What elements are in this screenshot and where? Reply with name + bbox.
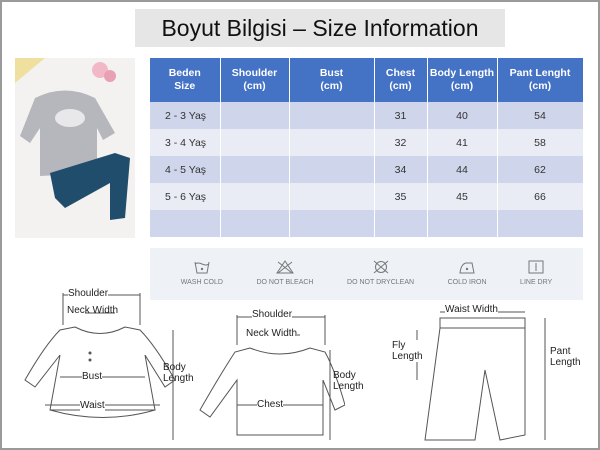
table-cell: 5 - 6 Yaş: [150, 183, 221, 210]
dress-diagram: [24, 293, 176, 440]
cold-iron-icon: [459, 262, 475, 274]
dress-waist-label: Waist: [80, 400, 105, 411]
care-instructions: WASH COLD DO NOT BLEACH DO NOT DRYCLEAN …: [150, 248, 583, 300]
care-do-not-bleach: DO NOT BLEACH: [256, 248, 314, 300]
table-cell: [427, 210, 498, 237]
table-cell: 41: [427, 129, 498, 156]
table-cell: 66: [497, 183, 584, 210]
dress-bust-label: Bust: [82, 371, 103, 382]
table-cell: [289, 210, 375, 237]
table-cell: 2 - 3 Yaş: [150, 102, 221, 129]
table-cell: [289, 183, 375, 210]
product-photo: [15, 58, 135, 238]
do-not-dryclean-icon: [373, 260, 388, 274]
header-bust: Bust (cm): [289, 58, 375, 102]
table-cell: [374, 210, 428, 237]
shirt-chest-label: Chest: [257, 399, 284, 410]
shirt-neck-label: Neck Width: [246, 328, 298, 339]
table-cell: [220, 156, 290, 183]
care-cold-iron: COLD IRON: [448, 248, 487, 300]
table-cell: 34: [374, 156, 428, 183]
table-row: 4 - 5 Yaş 34 44 62: [150, 156, 584, 183]
pants-fly-length-label: Fly Length: [392, 340, 423, 362]
care-line-dry: LINE DRY: [520, 248, 552, 300]
table-cell: 62: [497, 156, 584, 183]
pants-waist-label: Waist Width: [445, 304, 498, 315]
table-cell: [289, 156, 375, 183]
do-not-bleach-icon: [276, 260, 294, 274]
shirt-shoulder-label: Shoulder: [252, 309, 293, 320]
table-row: [150, 210, 584, 237]
header-size: Beden Size: [150, 58, 221, 102]
size-table: Beden Size Shoulder (cm) Bust (cm) Chest (cm…: [150, 58, 584, 237]
table-cell: 31: [374, 102, 428, 129]
table-cell: [150, 210, 221, 237]
dress-neck-label: Neck Width: [67, 305, 119, 316]
table-cell: [289, 102, 375, 129]
shirt-diagram: [199, 315, 345, 440]
line-dry-icon: [528, 260, 544, 274]
header-body-length: Body Length (cm): [427, 58, 498, 102]
dress-shoulder-label: Shoulder: [68, 288, 109, 299]
table-cell: [220, 129, 290, 156]
table-cell: 32: [374, 129, 428, 156]
header-pant-length: Pant Lenght (cm): [497, 58, 584, 102]
table-cell: 40: [427, 102, 498, 129]
table-cell: 45: [427, 183, 498, 210]
care-wash-cold: WASH COLD: [181, 248, 223, 300]
table-cell: 58: [497, 129, 584, 156]
table-cell: [497, 210, 584, 237]
table-row: 3 - 4 Yaş 32 41 58: [150, 129, 584, 156]
wash-cold-icon: [194, 261, 210, 274]
header-shoulder: Shoulder (cm): [220, 58, 290, 102]
table-cell: 3 - 4 Yaş: [150, 129, 221, 156]
table-row: 5 - 6 Yaş 35 45 66: [150, 183, 584, 210]
table-cell: 4 - 5 Yaş: [150, 156, 221, 183]
care-do-not-dryclean: DO NOT DRYCLEAN: [347, 248, 414, 300]
table-cell: [220, 183, 290, 210]
pants-diagram: [416, 311, 546, 441]
table-cell: [220, 102, 290, 129]
table-cell: [289, 129, 375, 156]
header-chest: Chest (cm): [374, 58, 428, 102]
shirt-body-length-label: Body Length: [333, 370, 364, 392]
table-cell: 44: [427, 156, 498, 183]
dress-body-length-label: Body Length: [163, 362, 194, 384]
table-cell: 54: [497, 102, 584, 129]
page-title: Boyut Bilgisi – Size Information: [135, 9, 505, 47]
table-cell: [220, 210, 290, 237]
table-row: 2 - 3 Yaş 31 40 54: [150, 102, 584, 129]
pants-pant-length-label: Pant Length: [550, 346, 581, 368]
table-cell: 35: [374, 183, 428, 210]
